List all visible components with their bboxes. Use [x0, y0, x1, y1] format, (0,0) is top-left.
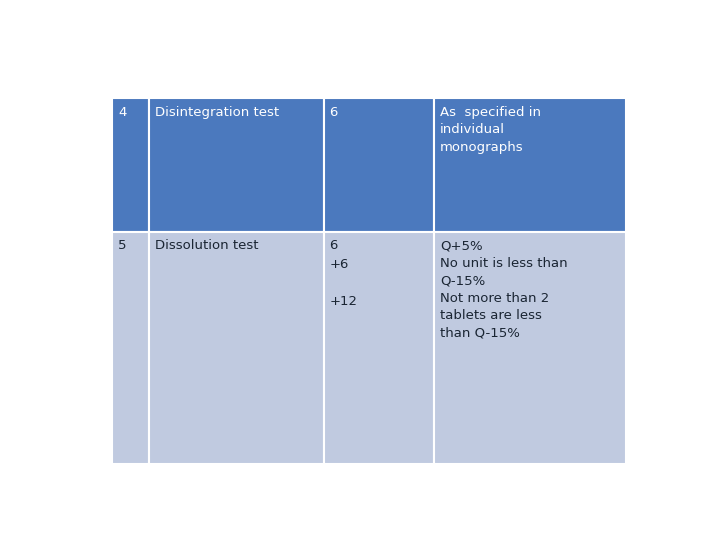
Bar — [149, 232, 324, 464]
Text: Q+5%
No unit is less than
Q-15%
Not more than 2
tablets are less
than Q-15%: Q+5% No unit is less than Q-15% Not more… — [440, 239, 567, 340]
Text: Dissolution test: Dissolution test — [155, 239, 258, 252]
Text: 5: 5 — [118, 239, 127, 252]
Bar — [434, 232, 626, 464]
Bar — [434, 98, 626, 232]
Text: 6
+6

+12: 6 +6 +12 — [330, 239, 357, 308]
Text: 4: 4 — [118, 105, 126, 119]
Text: 6: 6 — [330, 105, 338, 119]
Bar — [112, 98, 149, 232]
Bar — [149, 98, 324, 232]
Bar — [112, 232, 149, 464]
Bar — [324, 98, 434, 232]
Text: As  specified in
individual
monographs: As specified in individual monographs — [440, 105, 541, 153]
Bar — [324, 232, 434, 464]
Text: Disintegration test: Disintegration test — [155, 105, 279, 119]
